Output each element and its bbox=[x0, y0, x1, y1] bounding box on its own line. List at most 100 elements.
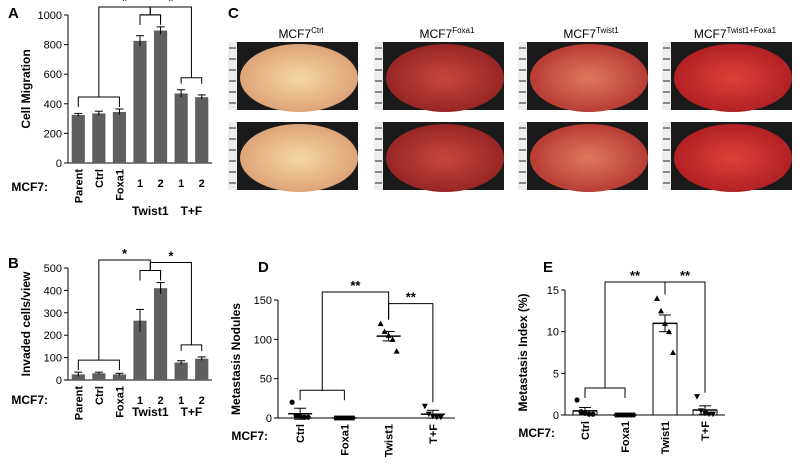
point bbox=[574, 397, 580, 403]
point bbox=[341, 415, 347, 421]
bar bbox=[153, 30, 168, 164]
y-axis-label: Metastasis Index (%) bbox=[516, 293, 530, 411]
y-tick-label: 200 bbox=[44, 330, 62, 342]
tissue bbox=[674, 124, 792, 192]
x-tick-label: T+F bbox=[700, 421, 712, 441]
bracket bbox=[180, 344, 203, 351]
bar bbox=[112, 374, 127, 380]
point bbox=[437, 414, 444, 421]
y-tick-label: 800 bbox=[44, 40, 62, 52]
x-tick-label: 1 bbox=[137, 395, 143, 407]
group-label: T+F bbox=[181, 405, 203, 419]
x-prefix: MCF7: bbox=[11, 393, 48, 407]
x-tick-label: Parent bbox=[73, 169, 85, 204]
tissue bbox=[240, 124, 358, 192]
bracket bbox=[77, 96, 120, 107]
ruler bbox=[518, 42, 527, 110]
y-axis-label: Cell Migration bbox=[19, 49, 33, 128]
significance: ** bbox=[630, 268, 641, 283]
y-axis-label: Invaded cells/view bbox=[19, 271, 33, 376]
y-tick-label: 0 bbox=[553, 410, 559, 422]
x-tick-label: Foxa1 bbox=[114, 386, 126, 418]
ruler bbox=[518, 122, 527, 190]
bar bbox=[195, 97, 209, 163]
y-tick-label: 500 bbox=[44, 263, 62, 275]
bar bbox=[92, 373, 106, 380]
point bbox=[590, 411, 596, 417]
x-tick-label: Ctrl bbox=[94, 169, 106, 188]
point bbox=[654, 295, 660, 301]
panel-label: D bbox=[258, 259, 269, 276]
bar bbox=[92, 113, 106, 163]
x-tick-label: T+F bbox=[428, 424, 440, 444]
photo-label-sup: Ctrl bbox=[311, 26, 324, 35]
point bbox=[614, 412, 620, 418]
y-tick-label: 300 bbox=[44, 308, 62, 320]
y-tick-label: 50 bbox=[260, 374, 272, 386]
point bbox=[662, 320, 668, 326]
photo-label-sup: Twist1 bbox=[596, 26, 619, 35]
y-tick-label: 400 bbox=[44, 285, 62, 297]
bracket bbox=[584, 387, 626, 398]
ruler bbox=[662, 42, 671, 110]
point bbox=[698, 408, 704, 414]
point bbox=[289, 399, 295, 405]
group-label: Twist1 bbox=[132, 405, 169, 419]
point bbox=[393, 348, 400, 354]
point bbox=[694, 394, 700, 400]
photo-label-sup: Foxa1 bbox=[452, 26, 475, 35]
ruler bbox=[662, 122, 671, 190]
tissue bbox=[386, 44, 504, 112]
ruler bbox=[228, 42, 237, 110]
photo-label: MCF7Foxa1 bbox=[420, 26, 475, 41]
x-tick-label: Parent bbox=[73, 386, 85, 421]
y-tick-label: 400 bbox=[44, 99, 62, 111]
tissue bbox=[530, 44, 648, 112]
significance: * bbox=[122, 0, 128, 8]
x-tick-label: Ctrl bbox=[295, 424, 307, 443]
x-tick-label: Twist1 bbox=[384, 424, 396, 457]
bracket bbox=[180, 77, 203, 84]
point bbox=[666, 328, 672, 335]
y-tick-label: 15 bbox=[547, 285, 559, 297]
x-tick-label: Foxa1 bbox=[620, 421, 632, 453]
x-tick-label: 1 bbox=[178, 395, 184, 407]
photo-label-base: MCF7 bbox=[420, 27, 453, 41]
significance: * bbox=[168, 249, 174, 264]
panel-label: C bbox=[228, 5, 239, 22]
point bbox=[658, 307, 664, 314]
significance: * bbox=[122, 246, 128, 261]
bar bbox=[174, 93, 188, 163]
x-prefix: MCF7: bbox=[231, 429, 268, 443]
x-tick-label: Foxa1 bbox=[339, 424, 351, 456]
ruler bbox=[374, 42, 383, 110]
significance: ** bbox=[406, 290, 417, 305]
y-tick-label: 0 bbox=[266, 413, 272, 425]
photo-label-base: MCF7 bbox=[694, 27, 727, 41]
point bbox=[433, 414, 440, 421]
y-tick-label: 5 bbox=[553, 368, 559, 380]
point bbox=[586, 411, 592, 417]
bar bbox=[71, 374, 85, 380]
ruler bbox=[228, 122, 237, 190]
x-tick-label: 2 bbox=[158, 178, 164, 190]
point bbox=[582, 410, 588, 416]
y-tick-label: 10 bbox=[547, 327, 559, 339]
bar bbox=[174, 362, 188, 380]
photo-grid: MCF7Ctrl MCF7Foxa1 MCF7Twist1 MCF7Twist1+Fo… bbox=[228, 26, 792, 192]
group-label: T+F bbox=[181, 204, 203, 218]
tissue bbox=[386, 124, 504, 192]
x-tick-label: 1 bbox=[137, 178, 143, 190]
bar bbox=[153, 288, 168, 380]
x-tick-label: Ctrl bbox=[580, 421, 592, 440]
bar bbox=[652, 322, 678, 416]
bracket bbox=[139, 270, 162, 277]
x-tick-label: 2 bbox=[158, 395, 164, 407]
y-tick-label: 150 bbox=[254, 295, 272, 307]
tissue bbox=[674, 44, 792, 112]
y-axis-label: Metastasis Nodules bbox=[229, 303, 243, 415]
bar bbox=[133, 40, 147, 163]
photo-label: MCF7Twist1+Foxa1 bbox=[694, 26, 777, 41]
bracket bbox=[388, 303, 434, 403]
x-tick-label: 2 bbox=[199, 395, 205, 407]
